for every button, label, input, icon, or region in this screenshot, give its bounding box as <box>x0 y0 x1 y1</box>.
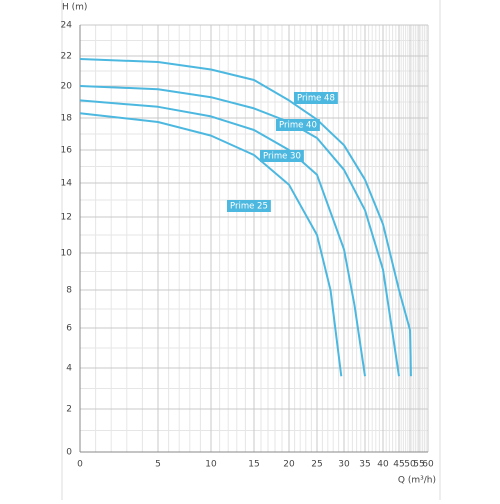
y-tick-label: 14 <box>61 179 73 189</box>
series-label-box <box>294 92 338 104</box>
series-label-text: Prime 40 <box>279 121 317 131</box>
y-tick-label: 12 <box>61 213 72 223</box>
x-tick-label: 50 <box>404 460 416 470</box>
y-tick-label: 18 <box>61 114 73 124</box>
x-tick-label: 30 <box>338 460 350 470</box>
curve <box>79 112 343 377</box>
y-tick-label: 2 <box>66 405 72 415</box>
y-tick-label: 10 <box>61 249 73 259</box>
x-axis-label: Q (m³/h) <box>398 476 436 486</box>
x-tick-label: 55 <box>413 460 424 470</box>
y-tick-label: 16 <box>61 146 73 156</box>
y-tick-label: 4 <box>66 364 72 374</box>
x-tick-label: 45 <box>393 460 404 470</box>
y-tick-label: 8 <box>66 286 72 296</box>
series-label-text: Prime 30 <box>263 152 301 162</box>
y-tick-label: 24 <box>61 21 73 31</box>
x-tick-label: 40 <box>377 460 389 470</box>
series-label: Prime 30 <box>260 150 304 162</box>
series-label: Prime 40 <box>276 119 320 131</box>
series-label: Prime 25 <box>227 200 271 212</box>
x-tick-label: 25 <box>311 460 322 470</box>
x-tick-label: 60 <box>422 460 434 470</box>
x-tick-label: 5 <box>155 460 161 470</box>
curve <box>79 58 412 377</box>
y-tick-label: 6 <box>66 324 72 334</box>
x-tick-label: 20 <box>283 460 295 470</box>
curve <box>79 85 400 377</box>
y-tick-label: 22 <box>61 52 72 62</box>
y-tick-label: 20 <box>61 82 73 92</box>
series-label: Prime 48 <box>294 92 338 104</box>
series-label-box <box>276 119 320 131</box>
x-tick-label: 10 <box>205 460 217 470</box>
y-axis-label: H (m) <box>62 3 87 13</box>
series-label-text: Prime 48 <box>297 94 335 104</box>
x-tick-label: 15 <box>248 460 259 470</box>
y-origin-label: 0 <box>66 448 72 458</box>
x-tick-label: 0 <box>77 460 83 470</box>
series-label-box <box>260 150 304 162</box>
series-label-text: Prime 25 <box>230 202 268 212</box>
series-label-box <box>227 200 271 212</box>
x-tick-label: 35 <box>359 460 370 470</box>
